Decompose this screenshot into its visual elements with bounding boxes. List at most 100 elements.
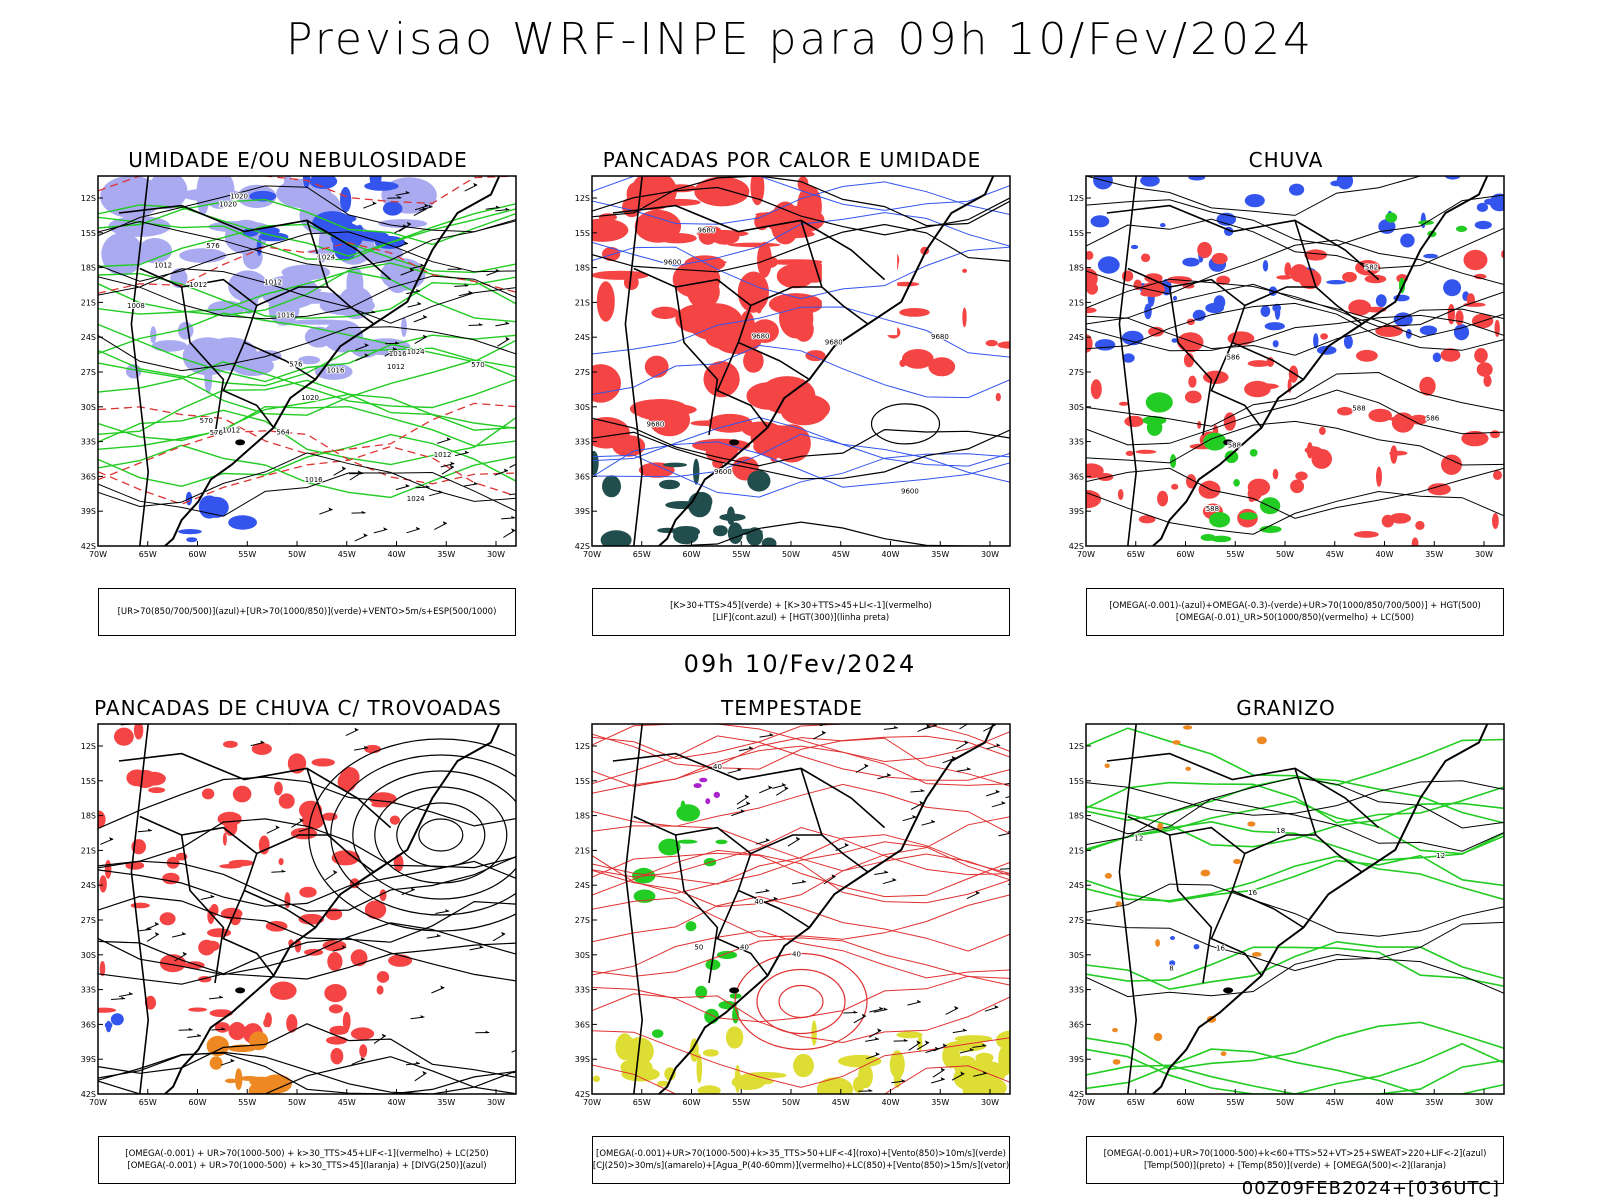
streamline-arrow-head bbox=[381, 1033, 386, 1037]
panel-tempestade: TEMPESTADE 40 40 50 40 40 12S 15S 18S 21S 24S 27S 3… bbox=[572, 696, 1012, 1186]
wind-vector-head bbox=[879, 1006, 884, 1010]
lat-label: 33S bbox=[575, 986, 590, 995]
wind-arrow-head bbox=[422, 334, 427, 338]
panel-chuva: CHUVA 588 588 586 588 586 582 12S 15S 18S 21S 24S 2… bbox=[1066, 148, 1506, 638]
lifted-index-contour bbox=[592, 441, 1010, 488]
lat-label: 30S bbox=[81, 403, 96, 412]
rain-area bbox=[1211, 252, 1228, 265]
contour-label: 12 bbox=[1134, 835, 1143, 843]
streamline bbox=[98, 940, 516, 980]
storm-area bbox=[133, 724, 144, 740]
strong-omega-area bbox=[1209, 512, 1231, 528]
wind-arrow bbox=[400, 269, 414, 276]
rain-area bbox=[1086, 268, 1098, 289]
lon-label: 35W bbox=[931, 1098, 949, 1107]
water-vapor-contour bbox=[592, 826, 1010, 878]
instability-area bbox=[713, 525, 728, 537]
water-vapor-contour bbox=[592, 895, 1010, 952]
map-layers: 9680 9680 9680 9600 9680 9600 9680 9600 bbox=[592, 176, 1010, 546]
rain-area bbox=[1320, 333, 1328, 340]
coastline bbox=[1152, 176, 1489, 546]
jet-area bbox=[953, 1064, 992, 1092]
contour-label: 586 bbox=[1227, 354, 1241, 362]
water-vapor-contour bbox=[592, 841, 1010, 895]
vortex-streamline bbox=[330, 754, 516, 916]
wind-vector-head bbox=[748, 746, 753, 750]
lon-label: 65W bbox=[633, 1098, 651, 1107]
wind-arrow-head bbox=[505, 207, 510, 211]
legend-line: [Temp(500)](preto) + [Temp(850)](verde) … bbox=[1143, 1161, 1447, 1171]
country-border bbox=[130, 176, 150, 546]
wind-arrow bbox=[494, 470, 509, 476]
contour-label: 576 bbox=[210, 429, 224, 437]
wind-arrow bbox=[434, 522, 448, 531]
lon-label: 55W bbox=[1226, 1098, 1244, 1107]
streamline-arrow bbox=[373, 1035, 387, 1044]
wind-vector-head bbox=[861, 1013, 866, 1017]
instability-area bbox=[600, 530, 632, 546]
lon-label: 65W bbox=[139, 550, 157, 559]
streamline-arrow bbox=[145, 923, 159, 930]
wind-vector-head bbox=[864, 763, 869, 767]
streamline-arrow-head bbox=[333, 870, 337, 873]
rain-area bbox=[1184, 390, 1202, 404]
vortex-streamline bbox=[396, 802, 486, 868]
lat-label: 18S bbox=[1069, 812, 1084, 821]
rain-area bbox=[1197, 241, 1212, 259]
wind-vector bbox=[812, 732, 826, 740]
jet-area bbox=[975, 1052, 994, 1063]
streamline-arrow-head bbox=[363, 745, 368, 749]
country-border bbox=[181, 826, 287, 910]
omega-500-area bbox=[1233, 858, 1242, 865]
wind-vector-head bbox=[1001, 801, 1006, 804]
lat-label: 15S bbox=[575, 777, 590, 786]
strong-omega-area bbox=[1145, 392, 1173, 413]
storm-area bbox=[364, 744, 381, 754]
streamline-arrow-head bbox=[221, 1027, 226, 1031]
lon-label: 55W bbox=[732, 550, 750, 559]
high-humidity-blob bbox=[302, 176, 311, 189]
streamline-arrow-head bbox=[109, 837, 114, 840]
lon-label: 40W bbox=[387, 550, 405, 559]
country-border bbox=[256, 834, 328, 855]
height-contour bbox=[592, 223, 1010, 273]
lon-label: 40W bbox=[881, 1098, 899, 1107]
streamline bbox=[98, 937, 516, 985]
convection-area bbox=[899, 308, 930, 317]
wind-arrow-head bbox=[422, 314, 427, 318]
streamline bbox=[98, 856, 516, 912]
country-border bbox=[139, 815, 225, 984]
map-frame bbox=[1085, 723, 1505, 1095]
country-border bbox=[750, 286, 822, 307]
height-contour bbox=[1086, 239, 1504, 295]
rain-area bbox=[1368, 408, 1392, 423]
humidity-blob bbox=[231, 355, 274, 376]
streamline-arrow-head bbox=[182, 951, 187, 955]
rain-area bbox=[1223, 412, 1236, 431]
lat-label: 39S bbox=[1069, 1055, 1084, 1064]
wind-arrow bbox=[319, 508, 333, 515]
map-frame bbox=[97, 175, 517, 547]
jet-area bbox=[893, 1072, 902, 1088]
convection-area bbox=[633, 399, 689, 421]
wind-arrow-head bbox=[511, 528, 516, 532]
legend-line: [OMEGA(-0.001)+UR>70(1000-500)+k>35_TTS>… bbox=[596, 1149, 1006, 1159]
contour-label: 582 bbox=[1365, 264, 1378, 272]
wind-vector-head bbox=[886, 773, 891, 776]
streamline-arrow bbox=[325, 871, 338, 881]
wind-850-area bbox=[716, 950, 738, 960]
omega-area bbox=[1094, 339, 1116, 351]
storm-area bbox=[222, 832, 227, 846]
streamline-arrow bbox=[401, 888, 415, 896]
rain-area bbox=[1198, 480, 1221, 499]
wind-arrow-head bbox=[392, 347, 397, 351]
wind-vector-head bbox=[740, 809, 745, 813]
jet-area bbox=[731, 1074, 766, 1090]
storm-area bbox=[125, 861, 145, 870]
country-border bbox=[675, 278, 781, 362]
omega-area bbox=[1400, 233, 1415, 248]
omega-area bbox=[1182, 257, 1200, 267]
contour-label: 1016 bbox=[389, 350, 407, 358]
thickness-contour bbox=[98, 176, 516, 204]
